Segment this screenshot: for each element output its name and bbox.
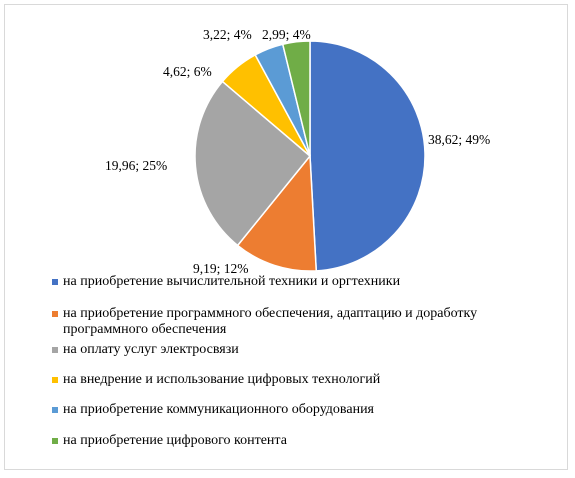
- legend-label: на приобретение программного обеспечения…: [63, 306, 478, 337]
- legend-label: на приобретение коммуникационного оборуд…: [63, 402, 374, 417]
- legend-marker: [52, 279, 58, 285]
- pie-slice: [309, 40, 426, 272]
- legend-label: на приобретение вычислительной техники и…: [63, 274, 401, 289]
- data-label: 3,22; 4%: [203, 27, 252, 42]
- data-label: 9,19; 12%: [193, 261, 249, 276]
- data-label: 38,62; 49%: [428, 132, 490, 147]
- legend-label: на внедрение и использование цифровых те…: [63, 372, 381, 387]
- legend-marker: [52, 311, 58, 317]
- pie-slice: [194, 80, 312, 247]
- data-label: 4,62; 6%: [163, 64, 212, 79]
- legend-marker: [52, 438, 58, 444]
- pie-slice: [281, 40, 311, 157]
- data-label: 19,96; 25%: [105, 158, 167, 173]
- legend-marker: [52, 347, 58, 353]
- data-label: 2,99; 4%: [262, 27, 311, 42]
- pie-slice: [236, 154, 318, 272]
- legend-label: на приобретение цифрового контента: [63, 433, 287, 448]
- legend-label: на оплату услуг электросвязи: [63, 342, 239, 357]
- legend-marker: [52, 407, 58, 413]
- legend-marker: [52, 377, 58, 383]
